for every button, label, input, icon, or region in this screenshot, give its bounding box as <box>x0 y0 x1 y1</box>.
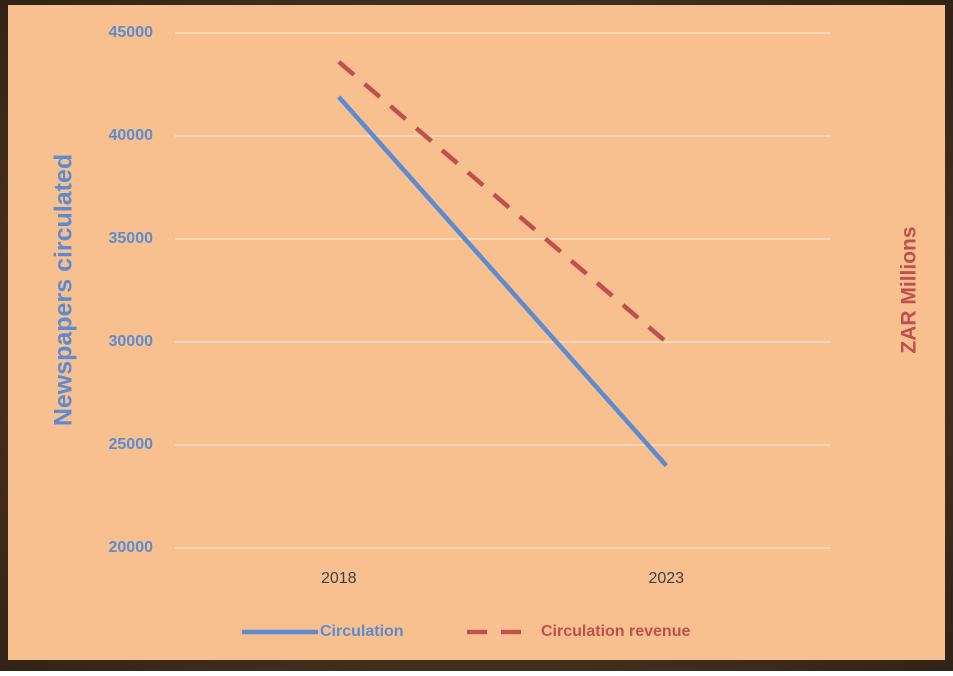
legend-label: Circulation revenue <box>541 623 690 640</box>
y-tick-label: 20000 <box>109 539 154 556</box>
y-tick-label: 45000 <box>109 24 154 41</box>
x-tick-label: 2023 <box>648 570 684 587</box>
x-tick-label: 2018 <box>321 570 357 587</box>
y-tick-label: 35000 <box>109 230 154 247</box>
y2-axis-title: ZAR Millions <box>898 226 921 353</box>
y-axis-title: Newspapers circulated <box>50 154 78 426</box>
y-tick-label: 40000 <box>109 127 154 144</box>
chart: Newspapers circulated ZAR Millions 20000… <box>0 0 953 671</box>
legend-label: Circulation <box>320 623 404 640</box>
y-tick-label: 25000 <box>109 436 154 453</box>
y-tick-label: 30000 <box>109 333 154 350</box>
